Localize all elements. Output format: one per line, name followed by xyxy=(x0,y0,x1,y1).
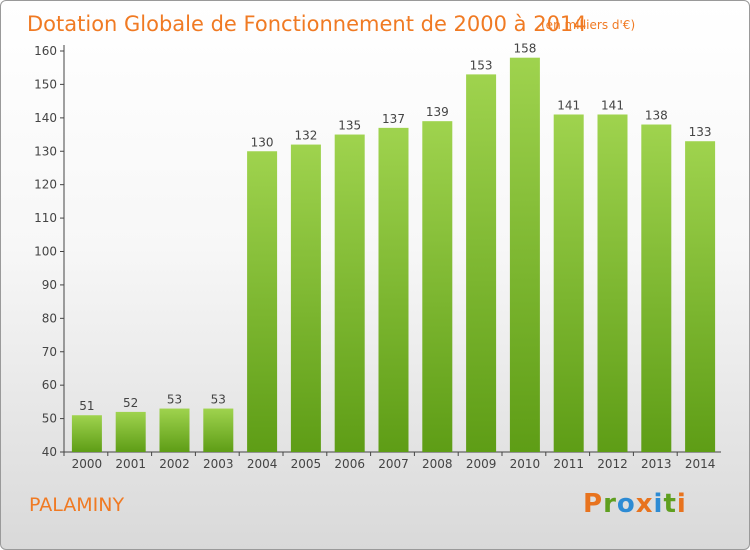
bar-value-label: 141 xyxy=(601,98,624,112)
bar-2010 xyxy=(509,57,540,452)
logo-letter: i xyxy=(676,489,687,519)
y-tick-label: 160 xyxy=(34,44,57,58)
x-tick-label: 2007 xyxy=(378,457,409,471)
x-ticks: 2000 2001 2002 2003 2004 2005 2006 2007 2008 2009… xyxy=(63,452,716,471)
bar-2005 xyxy=(290,144,321,453)
x-tick-label: 2006 xyxy=(334,457,365,471)
y-tick-label: 70 xyxy=(42,345,57,359)
bar-2007 xyxy=(378,127,409,452)
y-tick-label: 60 xyxy=(42,378,57,392)
x-tick-label: 2014 xyxy=(685,457,716,471)
bar-value-label: 138 xyxy=(645,109,668,123)
y-ticks: 40 50 60 70 80 90 100 110 120 130 140 150 160 xyxy=(34,44,64,459)
bar-value-label: 141 xyxy=(557,98,580,112)
x-tick-label: 2005 xyxy=(291,457,322,471)
x-tick-label: 2000 xyxy=(72,457,103,471)
bar-value-label: 51 xyxy=(79,399,94,413)
y-tick-label: 130 xyxy=(34,144,57,158)
bar-2002 xyxy=(159,408,190,452)
logo-letter: o xyxy=(616,489,636,519)
y-tick-label: 150 xyxy=(34,77,57,91)
bar-value-label: 132 xyxy=(294,129,317,143)
x-tick-label: 2004 xyxy=(247,457,278,471)
y-tick-label: 50 xyxy=(42,412,57,426)
bar-2003 xyxy=(203,408,234,452)
bar-2008 xyxy=(422,121,453,453)
bar-value-label: 135 xyxy=(338,119,361,133)
x-tick-label: 2001 xyxy=(115,457,146,471)
bar-value-label: 52 xyxy=(123,396,138,410)
x-tick-label: 2008 xyxy=(422,457,453,471)
bar-2012 xyxy=(597,114,628,452)
logo-letter: i xyxy=(653,489,664,519)
bar-value-label: 139 xyxy=(426,105,449,119)
y-tick-label: 100 xyxy=(34,245,57,259)
bar-value-label: 158 xyxy=(513,42,536,56)
bar-2014 xyxy=(685,141,716,452)
bar-value-label: 53 xyxy=(211,393,226,407)
y-tick-label: 90 xyxy=(42,278,57,292)
bar-2009 xyxy=(466,74,497,453)
y-tick-label: 140 xyxy=(34,111,57,125)
bar-value-label: 130 xyxy=(251,135,274,149)
chart-subtitle: (en milliers d'€) xyxy=(541,18,635,32)
logo-letter: t xyxy=(663,489,677,519)
logo-letter: x xyxy=(635,489,654,519)
x-tick-label: 2003 xyxy=(203,457,234,471)
y-tick-label: 40 xyxy=(42,445,57,459)
x-tick-label: 2002 xyxy=(159,457,190,471)
y-tick-label: 110 xyxy=(34,211,57,225)
bar-value-label: 53 xyxy=(167,393,182,407)
bar-2011 xyxy=(553,114,584,452)
bar-2006 xyxy=(334,134,365,452)
proxiti-logo: Proxiti xyxy=(583,489,687,519)
bar-2000 xyxy=(71,415,102,452)
y-tick-label: 80 xyxy=(42,311,57,325)
x-tick-label: 2013 xyxy=(641,457,672,471)
logo-letter: r xyxy=(603,489,617,519)
bar-value-label: 137 xyxy=(382,112,405,126)
x-tick-label: 2011 xyxy=(553,457,584,471)
bar-2004 xyxy=(247,151,278,452)
bar-2013 xyxy=(641,124,672,453)
bar-value-label: 153 xyxy=(470,58,493,72)
bar-2001 xyxy=(115,411,146,452)
commune-name: PALAMINY xyxy=(29,494,125,516)
bars: 51 52 53 53 130 132 135 137 139 153 158 141 141 138 13… xyxy=(71,42,716,453)
bar-value-label: 133 xyxy=(689,125,712,139)
x-tick-label: 2009 xyxy=(466,457,497,471)
y-tick-label: 120 xyxy=(34,178,57,192)
x-tick-label: 2010 xyxy=(510,457,541,471)
x-tick-label: 2012 xyxy=(597,457,628,471)
chart-title: Dotation Globale de Fonctionnement de 20… xyxy=(27,12,587,36)
logo-letter: P xyxy=(583,489,604,519)
